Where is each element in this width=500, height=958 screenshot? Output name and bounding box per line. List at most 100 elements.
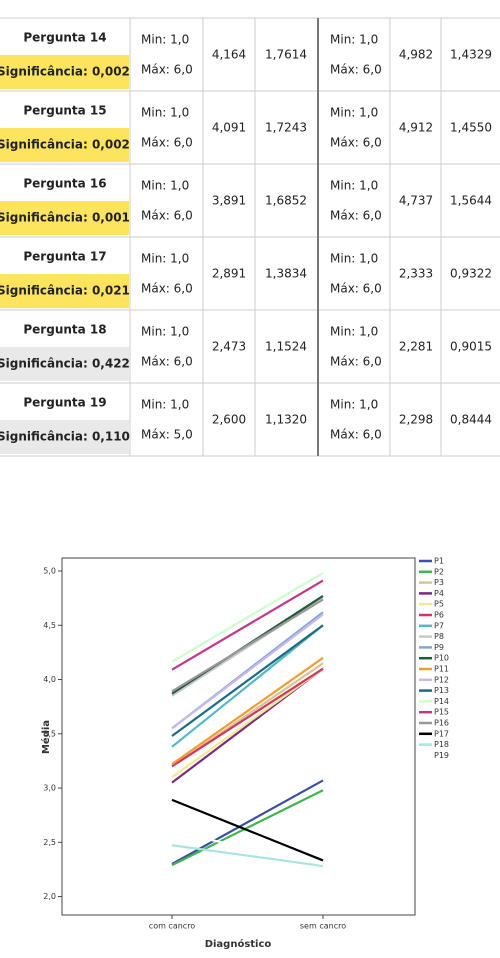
series-line	[171, 656, 324, 766]
y-tick-label: 5,0	[43, 567, 56, 576]
legend-label: P9	[434, 643, 444, 652]
series-line	[171, 667, 324, 779]
min: Min: 1,0	[141, 106, 189, 120]
max: Máx: 6,0	[141, 355, 193, 369]
max: Máx: 6,0	[330, 136, 382, 150]
mean: 4,164	[212, 48, 246, 62]
series-line	[171, 798, 324, 862]
series-line	[171, 572, 324, 663]
significance: Significância: 0,422	[0, 357, 130, 371]
mean: 2,891	[212, 267, 246, 281]
min: Min: 1,0	[330, 179, 378, 193]
sd: 1,6852	[265, 194, 307, 208]
legend-label: P6	[434, 611, 444, 620]
legend-label: P16	[434, 719, 449, 728]
legend-label: P18	[434, 740, 449, 749]
significance-cell	[0, 201, 129, 235]
min: Min: 1,0	[330, 325, 378, 339]
sd: 0,9322	[450, 267, 492, 281]
significance: Significância: 0,001	[0, 211, 130, 225]
significance-cell	[0, 347, 129, 381]
series-line	[171, 667, 324, 768]
y-tick-label: 2,0	[43, 892, 56, 901]
legend-label: P1	[434, 557, 444, 566]
legend-label: P4	[434, 589, 444, 598]
significance: Significância: 0,002	[0, 65, 130, 79]
y-tick-label: 4,5	[43, 621, 56, 630]
max: Máx: 6,0	[141, 209, 193, 223]
y-tick-label: 3,5	[43, 729, 56, 738]
legend-label: P17	[434, 729, 449, 738]
max: Máx: 6,0	[330, 355, 382, 369]
sd: 1,7614	[265, 48, 307, 62]
max: Máx: 6,0	[141, 63, 193, 77]
max: Máx: 6,0	[330, 282, 382, 296]
x-tick-label: sem cancro	[300, 922, 346, 931]
significance-cell	[0, 274, 129, 308]
significance: Significância: 0,002	[0, 138, 130, 152]
significance-cell	[0, 55, 129, 89]
legend-label: P10	[434, 654, 449, 663]
legend-label: P8	[434, 632, 444, 641]
mean: 4,912	[399, 121, 433, 135]
mean: 4,982	[399, 48, 433, 62]
series-line	[171, 779, 324, 865]
mean: 2,298	[399, 413, 433, 427]
max: Máx: 6,0	[330, 428, 382, 442]
y-tick-label: 2,5	[43, 838, 56, 847]
row-label: Pergunta 18	[23, 323, 106, 337]
min: Min: 1,0	[141, 252, 189, 266]
row-label: Pergunta 15	[23, 104, 106, 118]
sd: 1,1320	[265, 413, 307, 427]
max: Máx: 6,0	[330, 209, 382, 223]
x-tick-label: com cancro	[149, 922, 196, 931]
max: Máx: 6,0	[141, 136, 193, 150]
series-line	[171, 598, 324, 693]
min: Min: 1,0	[141, 398, 189, 412]
significance-cell	[0, 420, 129, 454]
max: Máx: 6,0	[330, 63, 382, 77]
sd: 1,4329	[450, 48, 492, 62]
mean: 2,333	[399, 267, 433, 281]
min: Min: 1,0	[141, 179, 189, 193]
sd: 1,5644	[450, 194, 492, 208]
min: Min: 1,0	[141, 325, 189, 339]
plot-frame	[61, 557, 416, 916]
significance: Significância: 0,021	[0, 284, 130, 298]
mean: 3,891	[212, 194, 246, 208]
series-line	[171, 624, 324, 748]
sd: 0,9015	[450, 340, 492, 354]
series-line	[171, 613, 324, 730]
legend-label: P14	[434, 697, 449, 706]
min: Min: 1,0	[330, 398, 378, 412]
min: Min: 1,0	[330, 106, 378, 120]
y-tick-label: 3,0	[43, 784, 56, 793]
min: Min: 1,0	[330, 252, 378, 266]
y-axis-title: Média	[40, 720, 52, 754]
significance-cell	[0, 128, 129, 162]
legend-label: P5	[434, 600, 444, 609]
series-line	[171, 830, 324, 866]
row-label: Pergunta 19	[23, 396, 106, 410]
legend-label: P13	[434, 686, 449, 695]
series-line	[171, 844, 324, 868]
legend-label: P11	[434, 665, 449, 674]
legend-label: P2	[434, 567, 444, 576]
max: Máx: 5,0	[141, 428, 193, 442]
legend-label: P15	[434, 708, 449, 717]
max: Máx: 6,0	[141, 282, 193, 296]
series-line	[171, 624, 324, 737]
row-label: Pergunta 16	[23, 177, 106, 191]
mean: 2,473	[212, 340, 246, 354]
mean: 2,600	[212, 413, 246, 427]
row-label: Pergunta 17	[23, 250, 106, 264]
mean: 4,091	[212, 121, 246, 135]
legend-label: P19	[434, 751, 449, 760]
mean: 4,737	[399, 194, 433, 208]
sd: 1,4550	[450, 121, 492, 135]
min: Min: 1,0	[330, 33, 378, 47]
sd: 0,8444	[450, 413, 492, 427]
x-axis-title: Diagnóstico	[205, 938, 272, 950]
